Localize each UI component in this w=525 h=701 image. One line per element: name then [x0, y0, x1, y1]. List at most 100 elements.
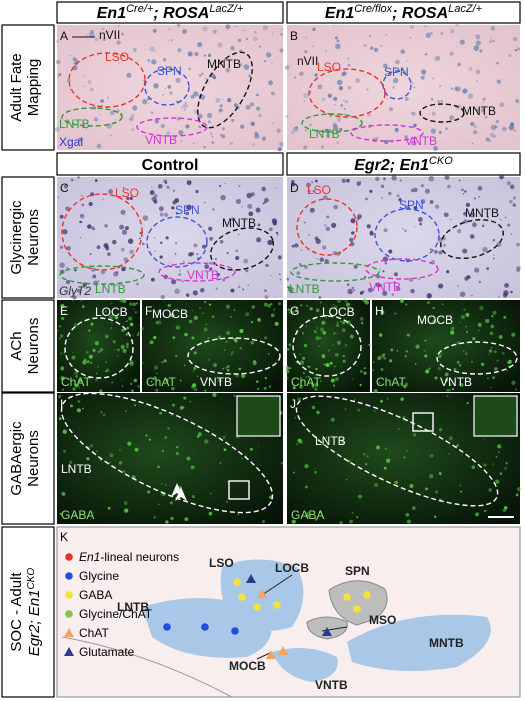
cell [435, 490, 439, 494]
cell [509, 199, 513, 204]
cell [225, 304, 230, 309]
cell [110, 327, 113, 330]
cell [193, 351, 197, 355]
cell [130, 382, 133, 385]
region-label: GABA [291, 508, 324, 522]
region-outline [187, 337, 281, 375]
cell [432, 306, 435, 310]
cell [202, 26, 208, 32]
cell [95, 378, 98, 382]
cell [238, 367, 242, 371]
cell [119, 298, 124, 303]
cell [307, 189, 311, 193]
cell [164, 87, 166, 90]
cell [433, 146, 438, 151]
cell [121, 328, 125, 333]
cell [125, 342, 129, 346]
cell [109, 134, 112, 137]
cell [342, 354, 346, 358]
cell [57, 330, 59, 332]
marker [246, 574, 256, 583]
cell [110, 110, 115, 116]
cell [170, 39, 174, 42]
cell [83, 85, 85, 87]
cell [222, 127, 225, 131]
cell [285, 115, 289, 119]
region-label: Xgal [59, 135, 83, 149]
cell [212, 76, 217, 80]
cell [58, 337, 61, 340]
cell [305, 514, 310, 518]
cell [93, 117, 99, 122]
cell [375, 282, 381, 288]
cell [116, 271, 119, 274]
cell [153, 365, 159, 370]
region-label: LNTB [61, 462, 92, 476]
cell [72, 387, 76, 391]
cell [254, 31, 257, 34]
cell [238, 185, 241, 188]
legend-label: GABA [79, 588, 112, 602]
cell [184, 332, 188, 337]
cell [399, 382, 402, 385]
cell [107, 506, 111, 510]
cell [289, 367, 292, 370]
cell [163, 359, 167, 363]
cell [233, 309, 236, 311]
cell [370, 46, 374, 50]
cell [102, 38, 106, 42]
label: En1Cre/+; ROSALacZ/+ [97, 3, 244, 22]
cell [171, 279, 177, 285]
cell [485, 318, 490, 324]
cell [307, 233, 310, 236]
cell [336, 321, 339, 324]
cell [344, 299, 348, 303]
cell [508, 54, 512, 58]
cell [268, 80, 274, 86]
cell [434, 55, 441, 62]
cell [405, 303, 408, 306]
cell [309, 207, 315, 213]
cell [233, 394, 236, 398]
region-outline [292, 315, 362, 377]
row-label-box [1, 24, 55, 151]
region-outline [68, 52, 146, 108]
region-label: ChAT [61, 375, 91, 389]
cell [194, 51, 199, 57]
cell [106, 123, 112, 129]
cell [365, 131, 367, 133]
cell [314, 73, 318, 77]
cell [290, 130, 295, 135]
cell [217, 273, 220, 276]
panel: I LNTB GABA [57, 392, 284, 524]
cell [404, 355, 407, 358]
cell [491, 315, 494, 318]
cell [73, 61, 77, 65]
cell [211, 315, 215, 318]
cell [316, 410, 320, 415]
cell [132, 48, 137, 53]
cell [438, 428, 443, 432]
cell [150, 380, 153, 383]
cell [89, 87, 94, 92]
legend-part: Glycine/ChAT [79, 607, 153, 621]
cell [312, 45, 315, 48]
cell [382, 353, 386, 357]
cell [235, 255, 240, 261]
cell [197, 113, 203, 119]
cell [120, 247, 125, 252]
cell [279, 48, 284, 53]
cell [349, 310, 353, 313]
cell [496, 61, 499, 65]
cell [86, 457, 90, 461]
cell [223, 349, 226, 351]
cell [141, 242, 145, 246]
cell [495, 456, 498, 458]
cell [306, 182, 311, 188]
cell [459, 104, 462, 108]
cell [302, 372, 305, 375]
cell [151, 277, 155, 282]
cell [340, 320, 342, 323]
cell [250, 121, 255, 127]
cell [186, 293, 190, 297]
